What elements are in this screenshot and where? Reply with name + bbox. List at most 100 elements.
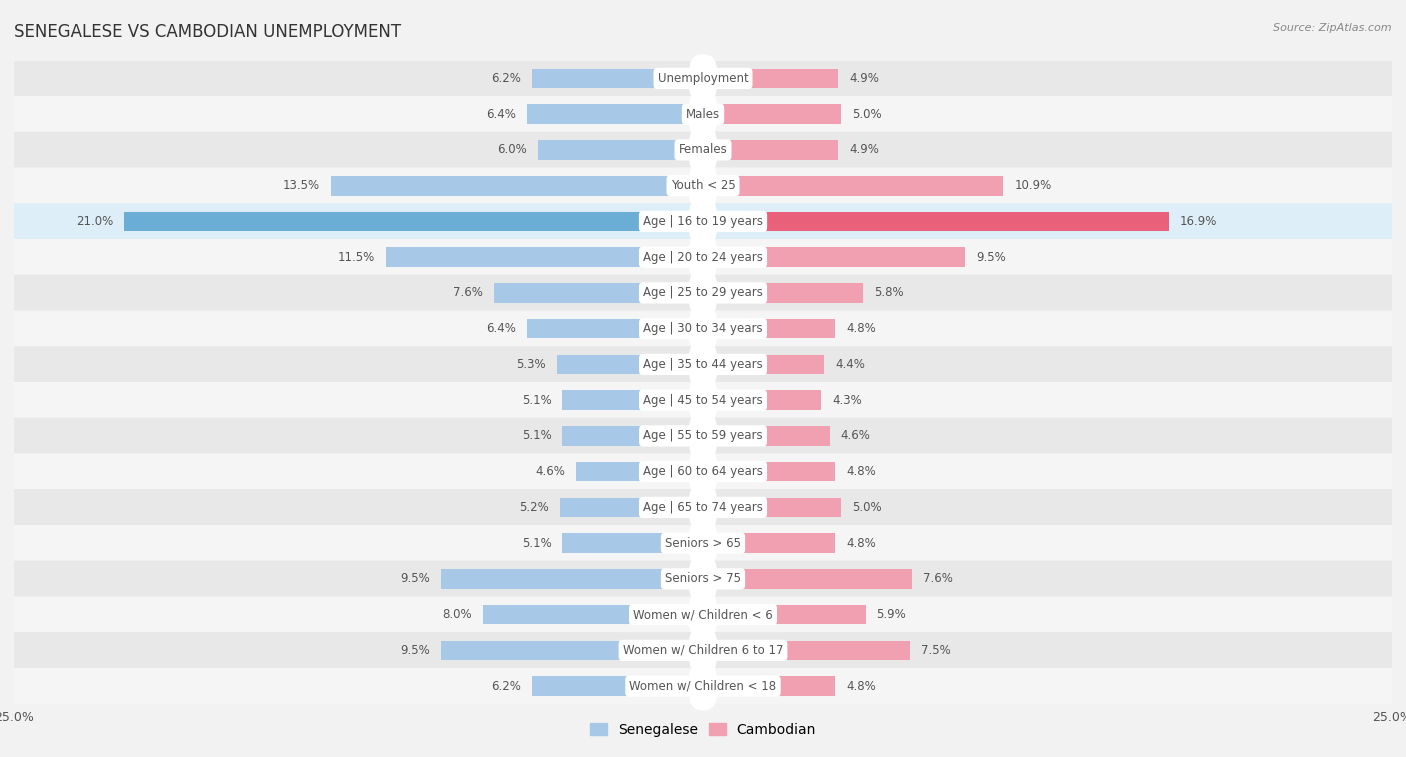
Bar [703,283,863,303]
Text: Age | 60 to 64 years: Age | 60 to 64 years [643,465,763,478]
Text: Age | 16 to 19 years: Age | 16 to 19 years [643,215,763,228]
FancyBboxPatch shape [689,340,717,388]
Text: 4.4%: 4.4% [835,358,865,371]
FancyBboxPatch shape [14,632,1392,668]
FancyBboxPatch shape [14,310,1392,347]
Text: 7.6%: 7.6% [924,572,953,585]
Bar [560,497,703,517]
Bar [124,212,703,231]
Text: 11.5%: 11.5% [337,251,375,263]
Bar [562,426,703,446]
Bar [703,176,1004,195]
Bar [537,140,703,160]
FancyBboxPatch shape [689,161,717,210]
FancyBboxPatch shape [14,525,1392,562]
FancyBboxPatch shape [689,269,717,317]
FancyBboxPatch shape [14,382,1392,419]
Text: 5.0%: 5.0% [852,107,882,120]
Text: 5.1%: 5.1% [522,429,551,442]
FancyBboxPatch shape [14,96,1392,132]
Text: 4.8%: 4.8% [846,465,876,478]
Text: 9.5%: 9.5% [401,644,430,657]
FancyBboxPatch shape [14,61,1392,97]
Text: Age | 20 to 24 years: Age | 20 to 24 years [643,251,763,263]
Text: 5.9%: 5.9% [876,608,907,621]
Text: 4.6%: 4.6% [536,465,565,478]
Bar [531,676,703,696]
Bar [703,676,835,696]
FancyBboxPatch shape [14,239,1392,276]
Text: 4.8%: 4.8% [846,680,876,693]
FancyBboxPatch shape [689,412,717,460]
Text: 13.5%: 13.5% [283,179,321,192]
Bar [703,319,835,338]
FancyBboxPatch shape [689,590,717,639]
Text: 8.0%: 8.0% [441,608,471,621]
Text: Age | 55 to 59 years: Age | 55 to 59 years [643,429,763,442]
FancyBboxPatch shape [689,662,717,710]
Text: 9.5%: 9.5% [976,251,1005,263]
Text: 6.2%: 6.2% [491,680,522,693]
Text: 5.3%: 5.3% [516,358,546,371]
Text: 4.9%: 4.9% [849,143,879,157]
Text: 6.2%: 6.2% [491,72,522,85]
Text: Age | 45 to 54 years: Age | 45 to 54 years [643,394,763,407]
FancyBboxPatch shape [14,346,1392,382]
Legend: Senegalese, Cambodian: Senegalese, Cambodian [585,717,821,742]
FancyBboxPatch shape [14,203,1392,240]
Text: 5.1%: 5.1% [522,537,551,550]
Text: 4.8%: 4.8% [846,322,876,335]
FancyBboxPatch shape [689,555,717,603]
Bar [527,104,703,124]
Bar [562,391,703,410]
FancyBboxPatch shape [689,447,717,496]
Text: Age | 30 to 34 years: Age | 30 to 34 years [643,322,763,335]
FancyBboxPatch shape [14,132,1392,168]
Text: 7.5%: 7.5% [921,644,950,657]
Text: Seniors > 65: Seniors > 65 [665,537,741,550]
Text: 5.0%: 5.0% [852,501,882,514]
Text: 16.9%: 16.9% [1180,215,1218,228]
Text: 5.2%: 5.2% [519,501,548,514]
Text: 4.3%: 4.3% [832,394,862,407]
Text: 4.8%: 4.8% [846,537,876,550]
Text: Seniors > 75: Seniors > 75 [665,572,741,585]
FancyBboxPatch shape [14,275,1392,311]
Text: Age | 25 to 29 years: Age | 25 to 29 years [643,286,763,300]
Bar [703,391,821,410]
Bar [441,640,703,660]
Bar [703,462,835,481]
FancyBboxPatch shape [14,167,1392,204]
Text: Unemployment: Unemployment [658,72,748,85]
Bar [562,534,703,553]
Text: 4.6%: 4.6% [841,429,870,442]
Bar [531,69,703,89]
FancyBboxPatch shape [14,489,1392,525]
Text: 9.5%: 9.5% [401,572,430,585]
Text: Age | 35 to 44 years: Age | 35 to 44 years [643,358,763,371]
FancyBboxPatch shape [14,418,1392,454]
Bar [703,640,910,660]
FancyBboxPatch shape [14,597,1392,633]
FancyBboxPatch shape [14,561,1392,597]
Bar [703,354,824,374]
Bar [703,248,965,267]
FancyBboxPatch shape [689,55,717,103]
Text: Women w/ Children < 18: Women w/ Children < 18 [630,680,776,693]
FancyBboxPatch shape [689,126,717,174]
FancyBboxPatch shape [689,375,717,425]
Bar [703,497,841,517]
Bar [703,69,838,89]
Bar [703,426,830,446]
Text: Males: Males [686,107,720,120]
Text: 6.4%: 6.4% [485,322,516,335]
FancyBboxPatch shape [689,519,717,568]
FancyBboxPatch shape [689,626,717,674]
Bar [703,212,1168,231]
FancyBboxPatch shape [689,90,717,139]
FancyBboxPatch shape [14,668,1392,704]
Text: Source: ZipAtlas.com: Source: ZipAtlas.com [1274,23,1392,33]
Bar [387,248,703,267]
FancyBboxPatch shape [689,233,717,282]
FancyBboxPatch shape [689,304,717,353]
